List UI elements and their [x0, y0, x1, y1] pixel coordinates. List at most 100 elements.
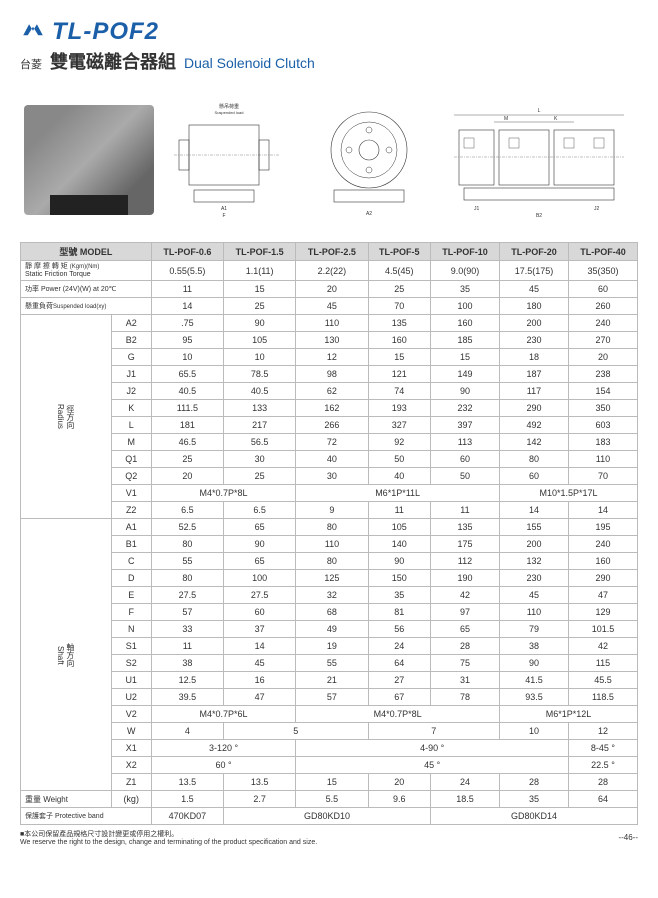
diagram-row: 懸吊荷重 Suspended load A1 F A2 L: [0, 82, 658, 242]
dim-key: G: [111, 349, 151, 366]
dim-key: L: [111, 417, 151, 434]
dim-key: C: [111, 553, 151, 570]
power-val: 11: [151, 281, 223, 298]
dim-val: 95: [151, 332, 223, 349]
dim-val: 20: [568, 349, 637, 366]
dim-val: 80: [296, 553, 368, 570]
dim-val: 217: [224, 417, 296, 434]
dim-val: 266: [296, 417, 368, 434]
model-col: TL-POF-40: [568, 243, 637, 261]
dim-val: 27.5: [224, 587, 296, 604]
suspended-val: 70: [368, 298, 430, 315]
suspended-val: 45: [296, 298, 368, 315]
dim-key: E: [111, 587, 151, 604]
dim-val: 10: [151, 349, 223, 366]
dim-val: 21: [296, 672, 368, 689]
dim-val: 60: [430, 451, 499, 468]
dim-val: 45: [224, 655, 296, 672]
dim-val: 133: [224, 400, 296, 417]
dim-val: 160: [368, 332, 430, 349]
dim-val: 112: [430, 553, 499, 570]
dim-val: 78: [430, 689, 499, 706]
dim-val: 32: [296, 587, 368, 604]
model-col: TL-POF-10: [430, 243, 499, 261]
dim-val: 270: [568, 332, 637, 349]
weight-val: 35: [499, 791, 568, 808]
header: TL-POF2 台菱 雙電磁離合器組 Dual Solenoid Clutch: [0, 0, 658, 82]
dim-key: Z1: [111, 774, 151, 791]
weight-val: 64: [568, 791, 637, 808]
dim-val: 9: [296, 502, 368, 519]
dim-val: 47: [568, 587, 637, 604]
dim-val: 81: [368, 604, 430, 621]
dim-val: 492: [499, 417, 568, 434]
dim-val: 10: [224, 349, 296, 366]
dim-val: 46.5: [151, 434, 223, 451]
dim-val: 14: [568, 502, 637, 519]
dim-key: U1: [111, 672, 151, 689]
svg-text:J1: J1: [474, 206, 480, 212]
dim-val: 155: [499, 519, 568, 536]
svg-text:M: M: [504, 116, 508, 122]
dim-val: 20: [151, 468, 223, 485]
dim-key: X2: [111, 757, 151, 774]
dim-val: .75: [151, 315, 223, 332]
product-photo: [24, 105, 154, 215]
dim-val: 40.5: [151, 383, 223, 400]
svg-text:A1: A1: [221, 206, 227, 212]
dim-key: K: [111, 400, 151, 417]
dim-val: 90: [499, 655, 568, 672]
dim-val: 603: [568, 417, 637, 434]
svg-text:J2: J2: [594, 206, 600, 212]
dim-val: 3-120 °: [151, 740, 296, 757]
dim-key: Q1: [111, 451, 151, 468]
dim-val: 57: [151, 604, 223, 621]
protective-val: GD80KD10: [224, 808, 431, 825]
dim-key: B2: [111, 332, 151, 349]
dim-val: 49: [296, 621, 368, 638]
radius-group-label: 徑方向Radius: [21, 315, 112, 519]
dim-key: F: [111, 604, 151, 621]
dim-val: 11: [430, 502, 499, 519]
dim-val: 97: [430, 604, 499, 621]
dim-val: 45: [499, 587, 568, 604]
dim-val: 55: [151, 553, 223, 570]
brand-name-cn: 台菱: [20, 56, 42, 72]
dim-val: 132: [499, 553, 568, 570]
dim-val: 12.5: [151, 672, 223, 689]
footer-note-cn: ■本公司保留產品規格尺寸設計變更或停用之權利。: [20, 829, 317, 839]
dim-val: 14: [499, 502, 568, 519]
protective-val: 470KD07: [151, 808, 223, 825]
dim-val: 290: [499, 400, 568, 417]
dim-val: 42: [568, 638, 637, 655]
dim-val: 150: [368, 570, 430, 587]
dim-val: 57: [296, 689, 368, 706]
dim-val: 142: [499, 434, 568, 451]
torque-label: 靜 摩 擦 轉 矩 (Kgm)(Nm)Static Friction Torqu…: [21, 261, 152, 281]
dim-val: 110: [568, 451, 637, 468]
dim-key: S2: [111, 655, 151, 672]
weight-val: 9.6: [368, 791, 430, 808]
dim-key: S1: [111, 638, 151, 655]
dim-val: 110: [296, 315, 368, 332]
dim-val: 195: [568, 519, 637, 536]
dim-val: 38: [151, 655, 223, 672]
dim-val: 74: [368, 383, 430, 400]
torque-val: 17.5(175): [499, 261, 568, 281]
dim-val: 6.5: [151, 502, 223, 519]
dim-val: 350: [568, 400, 637, 417]
dim-val: 12: [568, 723, 637, 740]
dim-val: 232: [430, 400, 499, 417]
dim-val: 47: [224, 689, 296, 706]
dim-val: 187: [499, 366, 568, 383]
dim-val: 45.5: [568, 672, 637, 689]
dim-val: 113: [430, 434, 499, 451]
power-val: 45: [499, 281, 568, 298]
dim-val: 60: [499, 468, 568, 485]
dim-val: 397: [430, 417, 499, 434]
power-val: 35: [430, 281, 499, 298]
dim-val: 135: [430, 519, 499, 536]
dim-val: 62: [296, 383, 368, 400]
dim-val: 30: [296, 468, 368, 485]
dim-key: W: [111, 723, 151, 740]
